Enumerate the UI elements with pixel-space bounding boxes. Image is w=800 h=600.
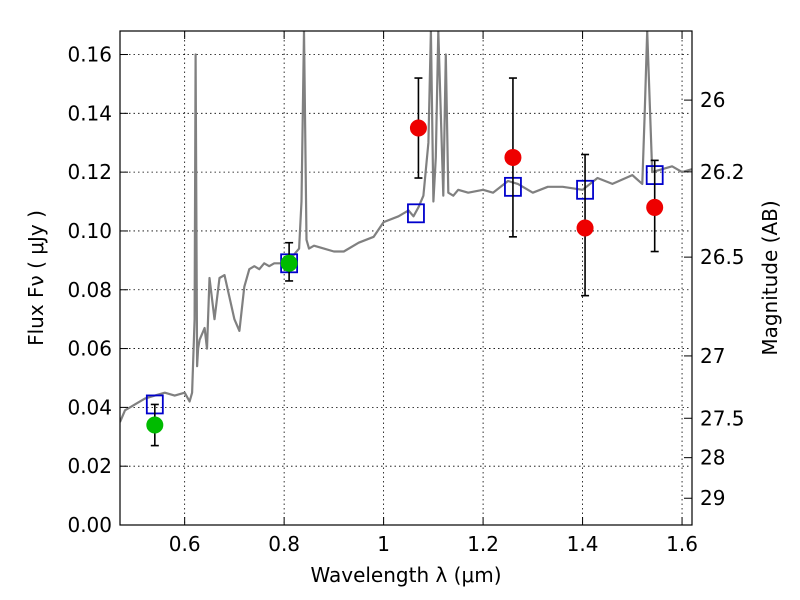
- y-tick-label: 0.10: [67, 219, 112, 243]
- mag-tick-label: 27.5: [700, 406, 745, 430]
- x-tick-label: 1.2: [467, 532, 499, 556]
- mag-tick-label: 26.2: [700, 160, 745, 184]
- x-tick-label: 1.6: [666, 532, 698, 556]
- y2-axis-title: Magnitude (AB): [758, 200, 782, 355]
- sed-model-line: [120, 31, 692, 423]
- observed-point: [146, 416, 164, 434]
- y-tick-label: 0.04: [67, 395, 112, 419]
- y-tick-label: 0.12: [67, 160, 112, 184]
- y-tick-label: 0.16: [67, 43, 112, 67]
- mag-tick-label: 27: [700, 344, 725, 368]
- mag-tick-label: 28: [700, 446, 725, 470]
- y-axis-title: Flux Fν ( μJy ): [24, 210, 48, 346]
- x-tick-label: 1: [377, 532, 390, 556]
- plot-frame: [119, 30, 693, 526]
- data-layer: [120, 31, 692, 423]
- x-tick-label: 0.8: [268, 532, 300, 556]
- mag-tick-label: 26: [700, 88, 725, 112]
- mag-tick-label: 29: [700, 486, 725, 510]
- y-tick-label: 0.02: [67, 454, 112, 478]
- x-tick-label: 0.6: [169, 532, 201, 556]
- observed-point: [409, 119, 427, 137]
- observed-point: [646, 198, 664, 216]
- model-photometry-point: [407, 203, 425, 224]
- y-tick-label: 0.14: [67, 101, 112, 125]
- observed-point: [576, 219, 594, 237]
- observed-point: [504, 148, 522, 166]
- ticks: 0.6 0.8 1 1.2 1.4 1.6 0.00 0.02 0.04 0.06 0.08 0.10…: [67, 31, 745, 556]
- mag-tick-label: 26.5: [700, 245, 745, 269]
- error-bars: [145, 77, 664, 447]
- y-tick-label: 0.06: [67, 337, 112, 361]
- y-tick-label: 0.08: [67, 278, 112, 302]
- plot-background: [120, 31, 692, 525]
- x-tick-label: 1.4: [567, 532, 599, 556]
- x-axis-title: Wavelength λ (μm): [310, 563, 501, 587]
- observed-point: [280, 254, 298, 272]
- y-tick-label: 0.00: [67, 513, 112, 537]
